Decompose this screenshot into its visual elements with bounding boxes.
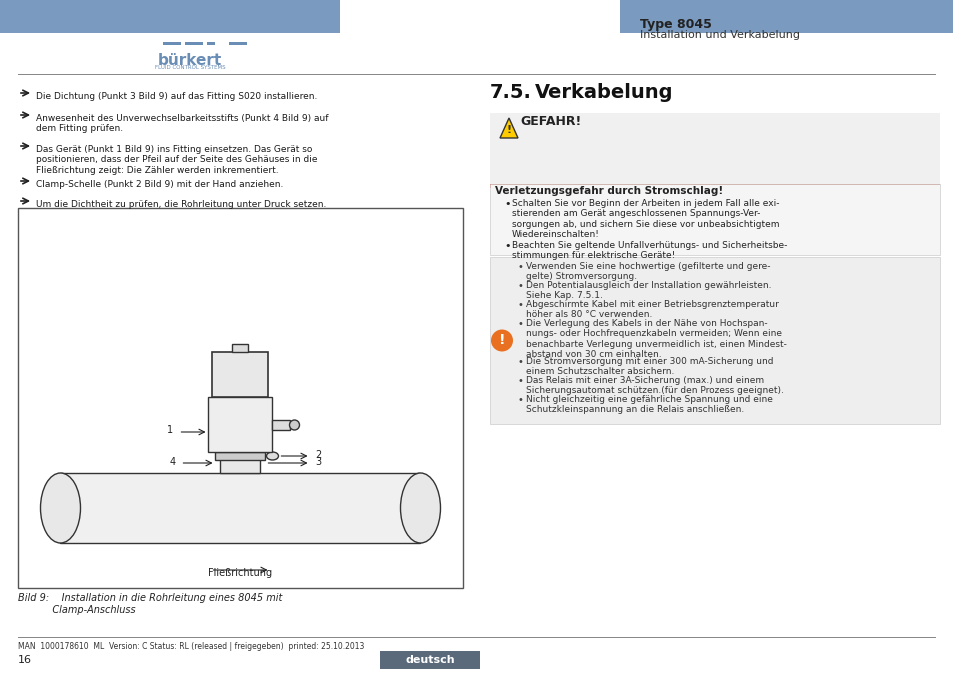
Text: deutsch: deutsch — [405, 655, 455, 665]
Text: Anwesenheit des Unverwechselbarkeitsstifts (Punkt 4 Bild 9) auf
dem Fitting prüf: Anwesenheit des Unverwechselbarkeitsstif… — [36, 114, 328, 133]
Text: Verletzungsgefahr durch Stromschlag!: Verletzungsgefahr durch Stromschlag! — [495, 186, 722, 196]
Text: Clamp-Schelle (Punkt 2 Bild 9) mit der Hand anziehen.: Clamp-Schelle (Punkt 2 Bild 9) mit der H… — [36, 180, 283, 189]
Bar — [209, 397, 273, 452]
Text: FLUID CONTROL SYSTEMS: FLUID CONTROL SYSTEMS — [154, 65, 225, 70]
Bar — [220, 455, 260, 473]
Text: Verkabelung: Verkabelung — [535, 83, 673, 102]
Text: Die Stromversorgung mit einer 300 mA-Sicherung und
einem Schutzschalter absicher: Die Stromversorgung mit einer 300 mA-Sic… — [525, 357, 773, 376]
Ellipse shape — [40, 473, 80, 543]
Text: MAN  1000178610  ML  Version: C Status: RL (released | freigegeben)  printed: 25: MAN 1000178610 ML Version: C Status: RL … — [18, 642, 364, 651]
Bar — [207, 42, 214, 45]
Text: Installation und Verkabelung: Installation und Verkabelung — [639, 30, 800, 40]
Text: •: • — [517, 319, 523, 329]
Text: GEFAHR!: GEFAHR! — [519, 115, 580, 128]
Text: Schalten Sie vor Beginn der Arbeiten in jedem Fall alle exi-
stierenden am Gerät: Schalten Sie vor Beginn der Arbeiten in … — [512, 199, 779, 239]
Circle shape — [491, 330, 513, 351]
Text: Um die Dichtheit zu prüfen, die Rohrleitung unter Druck setzen.: Um die Dichtheit zu prüfen, die Rohrleit… — [36, 200, 326, 209]
Ellipse shape — [400, 473, 440, 543]
Text: Das Relais mit einer 3A-Sicherung (max.) und einem
Sicherungsautomat schützen.(f: Das Relais mit einer 3A-Sicherung (max.)… — [525, 376, 783, 396]
Bar — [213, 352, 268, 397]
Text: Die Verlegung des Kabels in der Nähe von Hochspan-
nungs- oder Hochfrequenzkabel: Die Verlegung des Kabels in der Nähe von… — [525, 319, 786, 359]
Bar — [490, 257, 939, 424]
Bar — [233, 344, 248, 352]
Text: Den Potentialausgleich der Installation gewährleisten.
Siehe Kap. 7.5.1.: Den Potentialausgleich der Installation … — [525, 281, 771, 300]
Text: •: • — [517, 357, 523, 367]
Text: 4: 4 — [170, 457, 175, 467]
Text: •: • — [517, 376, 523, 386]
Ellipse shape — [266, 452, 278, 460]
Bar — [229, 42, 247, 45]
Text: Type 8045: Type 8045 — [639, 18, 711, 31]
Bar — [379, 651, 479, 669]
Bar — [185, 42, 203, 45]
Text: 2: 2 — [315, 450, 321, 460]
Bar — [18, 637, 935, 638]
Text: !: ! — [506, 125, 511, 135]
Text: •: • — [503, 199, 510, 209]
Text: •: • — [517, 281, 523, 291]
Text: •: • — [517, 395, 523, 405]
Text: Beachten Sie geltende Unfallverhütungs- und Sicherheitsbe-
stimmungen für elektr: Beachten Sie geltende Unfallverhütungs- … — [512, 241, 786, 260]
Polygon shape — [499, 118, 517, 138]
Bar — [490, 184, 939, 255]
Ellipse shape — [289, 420, 299, 430]
Bar — [18, 74, 935, 75]
Bar — [490, 113, 939, 184]
Text: •: • — [503, 241, 510, 251]
Text: Fließrichtung: Fließrichtung — [208, 568, 273, 578]
Bar — [273, 420, 291, 430]
Bar — [0, 0, 339, 33]
Bar — [490, 184, 939, 188]
Text: Verwenden Sie eine hochwertige (gefilterte und gere-
gelte) Stromversorgung.: Verwenden Sie eine hochwertige (gefilter… — [525, 262, 770, 281]
Bar — [215, 452, 265, 460]
Text: 3: 3 — [315, 457, 321, 467]
Bar — [18, 208, 462, 588]
Text: !: ! — [498, 334, 505, 347]
Text: 1: 1 — [167, 425, 173, 435]
Text: 7.5.: 7.5. — [490, 83, 532, 102]
Text: Nicht gleichzeitig eine gefährliche Spannung und eine
Schutzkleinspannung an die: Nicht gleichzeitig eine gefährliche Span… — [525, 395, 772, 415]
Bar — [0, 651, 953, 673]
Bar — [163, 42, 181, 45]
Text: 16: 16 — [18, 655, 32, 665]
Text: Bild 9:    Installation in die Rohrleitung eines 8045 mit
           Clamp-Ansch: Bild 9: Installation in die Rohrleitung … — [18, 593, 282, 614]
Text: Das Gerät (Punkt 1 Bild 9) ins Fitting einsetzen. Das Gerät so
positionieren, da: Das Gerät (Punkt 1 Bild 9) ins Fitting e… — [36, 145, 317, 175]
Text: Abgeschirmte Kabel mit einer Betriebsgrenztemperatur
höher als 80 °C verwenden.: Abgeschirmte Kabel mit einer Betriebsgre… — [525, 300, 778, 320]
Bar — [619, 0, 953, 33]
Text: bürkert: bürkert — [157, 53, 222, 68]
Text: •: • — [517, 300, 523, 310]
Text: •: • — [517, 262, 523, 272]
Bar — [60, 473, 420, 543]
Text: Die Dichtung (Punkt 3 Bild 9) auf das Fitting S020 installieren.: Die Dichtung (Punkt 3 Bild 9) auf das Fi… — [36, 92, 317, 101]
